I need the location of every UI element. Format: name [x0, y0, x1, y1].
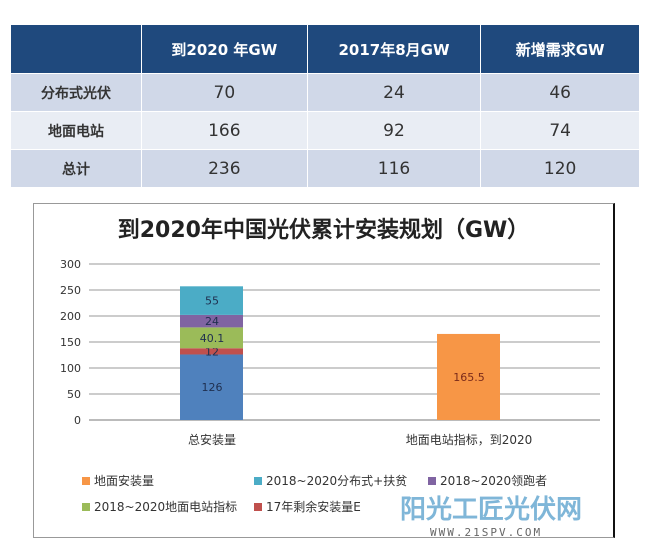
column-header: 到2020 年GW — [140, 24, 308, 74]
legend-swatch — [428, 477, 436, 485]
legend-item: 地面安装量 — [82, 472, 154, 489]
bar-segment — [180, 314, 243, 328]
bar-segment — [180, 327, 243, 349]
data-label: 165.5 — [453, 371, 485, 384]
table-cell: 116 — [306, 149, 482, 188]
chart-frame: 到2020年中国光伏累计安装规划（GW） 0 50 100 150 200 250 300 1… — [33, 203, 615, 538]
table-cell: 166 — [140, 111, 308, 150]
table-row: 地面电站 166 92 74 — [10, 111, 640, 150]
row-label: 分布式光伏 — [10, 73, 142, 112]
y-tick-label: 250 — [60, 284, 81, 297]
legend-label: 2018~2020地面电站指标 — [94, 500, 238, 514]
table-cell: 236 — [140, 149, 308, 188]
table-row: 总计 236 116 120 — [10, 149, 640, 188]
table-cell: 120 — [480, 149, 640, 188]
table-cell: 74 — [480, 111, 640, 150]
watermark-url: WWW.21SPV.COM — [430, 526, 543, 539]
column-header: 2017年8月GW — [306, 24, 482, 74]
legend-label: 2018~2020领跑者 — [440, 474, 548, 488]
legend-swatch — [254, 503, 262, 511]
bar-segment — [180, 348, 243, 355]
row-label: 地面电站 — [10, 111, 142, 150]
table-cell: 24 — [306, 73, 482, 112]
capacity-table: 到2020 年GW 2017年8月GW 新增需求GW 分布式光伏 70 24 46 地面电站… — [10, 24, 640, 188]
bar-segment — [437, 333, 500, 420]
row-label: 总计 — [10, 149, 142, 188]
y-tick-label: 200 — [60, 310, 81, 323]
bar-segment — [180, 354, 243, 420]
table-row: 分布式光伏 70 24 46 — [10, 73, 640, 112]
legend-label: 地面安装量 — [94, 474, 155, 488]
legend-item: 2018~2020地面电站指标 — [82, 498, 237, 515]
data-label: 55 — [205, 295, 219, 308]
table-cell: 46 — [480, 73, 640, 112]
x-tick-label: 地面电站指标，到2020 — [406, 432, 533, 447]
chart-title: 到2020年中国光伏累计安装规划（GW） — [117, 218, 530, 243]
legend-item: 17年剩余安装量E — [254, 498, 361, 515]
legend-swatch — [82, 503, 90, 511]
bar-segment — [180, 286, 243, 315]
legend-label: 2018~2020分布式+扶贫 — [266, 474, 408, 488]
column-header: 新增需求GW — [480, 24, 640, 74]
y-tick-label: 0 — [74, 414, 81, 427]
y-tick-label: 50 — [67, 388, 81, 401]
column-header — [10, 24, 142, 74]
y-tick-label: 150 — [60, 336, 81, 349]
y-tick-label: 300 — [60, 258, 81, 271]
y-tick-label: 100 — [60, 362, 81, 375]
legend-swatch — [254, 477, 262, 485]
x-tick-label: 总安装量 — [188, 432, 236, 447]
table-cell: 92 — [306, 111, 482, 150]
legend-swatch — [82, 477, 90, 485]
data-label: 12 — [205, 345, 219, 358]
data-label: 126 — [202, 381, 223, 394]
watermark-logo: 阳光工匠光伏网 — [400, 495, 583, 525]
data-label: 24 — [205, 315, 219, 328]
legend-item: 2018~2020领跑者 — [428, 472, 547, 489]
table-cell: 70 — [140, 73, 308, 112]
legend-item: 2018~2020分布式+扶贫 — [254, 472, 407, 489]
data-label: 40.1 — [200, 332, 225, 345]
legend-label: 17年剩余安装量E — [266, 500, 361, 514]
